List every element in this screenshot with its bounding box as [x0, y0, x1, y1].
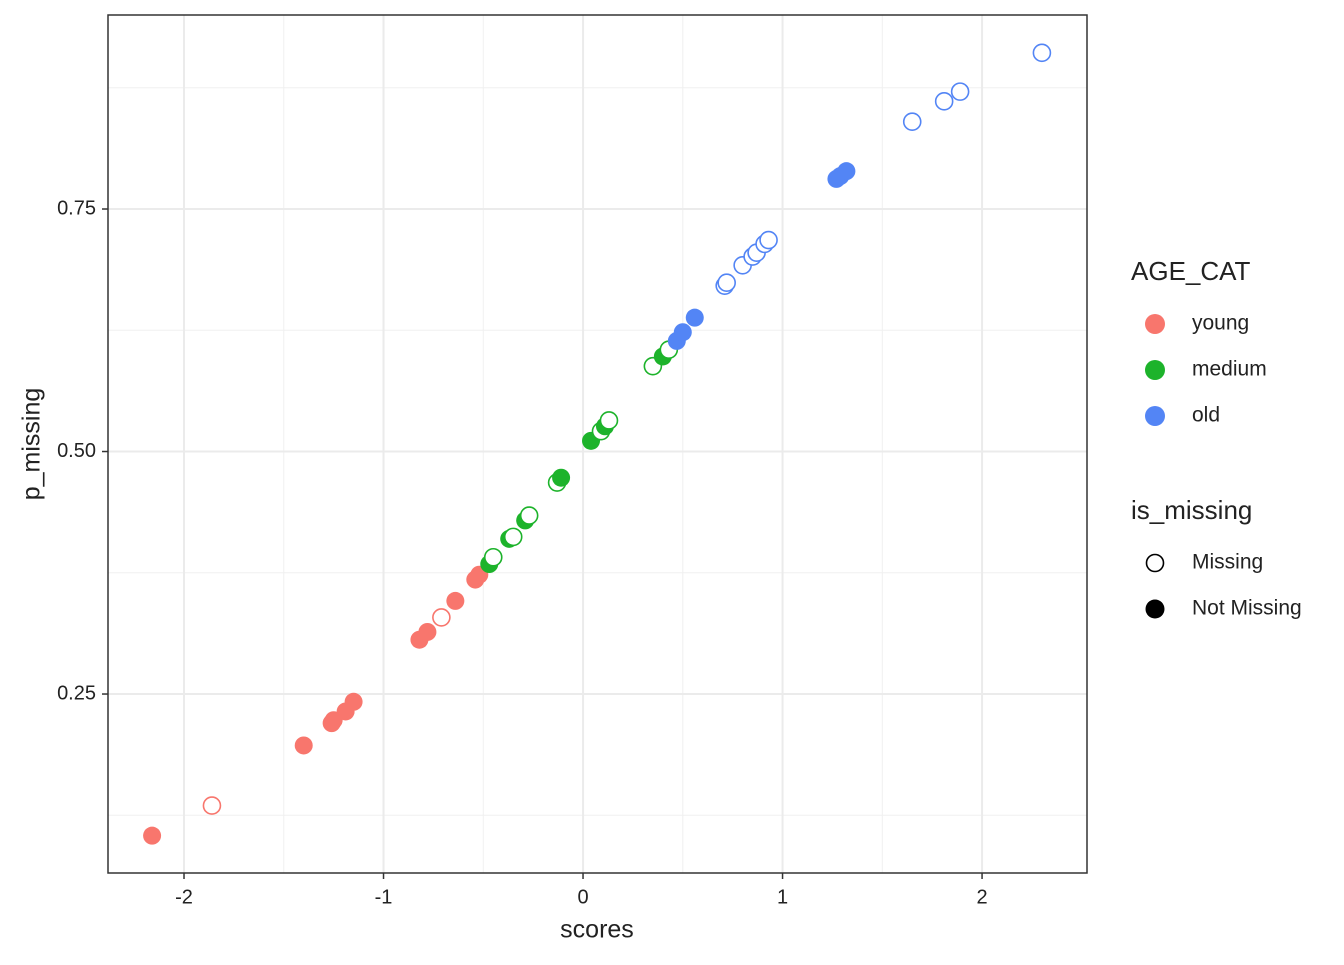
legend-label: Missing — [1192, 551, 1263, 574]
point — [685, 308, 704, 327]
legend-label: young — [1192, 312, 1249, 335]
point — [418, 622, 437, 641]
x-tick-label: 1 — [777, 886, 788, 908]
legend-swatch — [1145, 599, 1165, 619]
point — [503, 527, 523, 547]
point — [717, 273, 736, 293]
x-axis-label: scores — [560, 916, 634, 944]
point — [552, 468, 571, 487]
y-tick-label: 0.25 — [57, 682, 96, 704]
x-tick-label: -1 — [375, 886, 393, 908]
y-tick-label: 0.75 — [57, 197, 96, 219]
point — [934, 92, 954, 111]
point — [446, 591, 465, 610]
legend-label: medium — [1192, 358, 1267, 381]
point — [202, 796, 222, 815]
legend-swatch — [1145, 314, 1165, 334]
point — [599, 411, 619, 430]
legend-label: old — [1192, 404, 1220, 427]
y-axis-label: p_missing — [18, 388, 46, 501]
legend-title: is_missing — [1131, 495, 1252, 525]
x-tick-label: 2 — [976, 886, 987, 908]
point — [143, 826, 162, 845]
x-tick-label: -2 — [175, 886, 193, 908]
x-tick-label: 0 — [577, 886, 588, 908]
point — [294, 736, 313, 755]
point — [759, 230, 778, 250]
point — [673, 323, 692, 342]
point — [344, 692, 363, 711]
legend-swatch — [1145, 360, 1165, 380]
y-tick-label: 0.50 — [57, 440, 96, 462]
panel-border — [107, 14, 1088, 874]
point — [902, 112, 922, 132]
point — [837, 162, 856, 181]
legend-swatch — [1145, 553, 1165, 573]
point — [519, 506, 539, 525]
point — [432, 608, 451, 627]
point — [483, 547, 503, 567]
point — [950, 82, 970, 101]
legend-label: Not Missing — [1192, 597, 1302, 620]
legend-title: AGE_CAT — [1131, 256, 1251, 286]
point — [1032, 43, 1052, 63]
legend-swatch — [1145, 406, 1165, 426]
